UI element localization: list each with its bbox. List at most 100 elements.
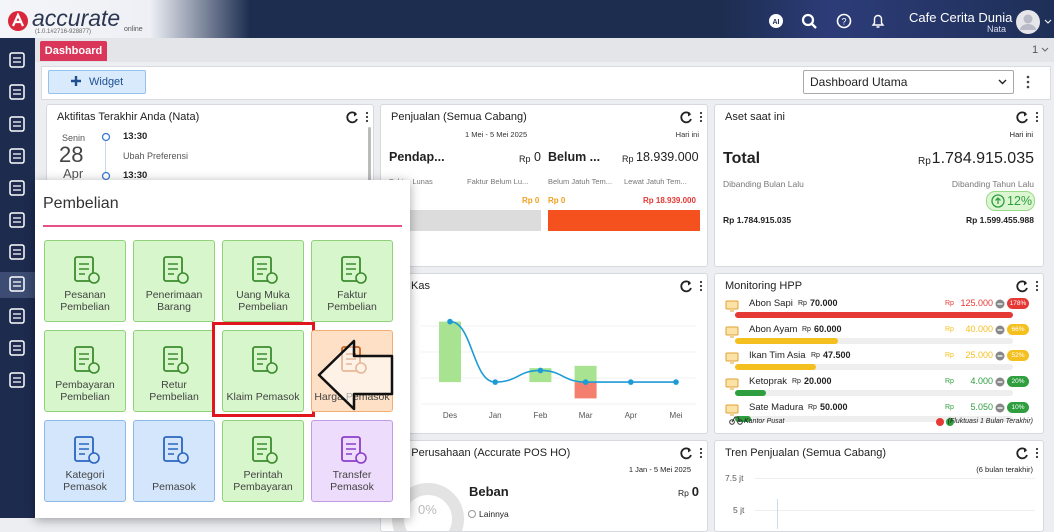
profit-range[interactable]: 1 Jan - 5 Mei 2025	[628, 465, 691, 474]
hpp-bar	[735, 416, 751, 422]
company-name[interactable]: Cafe Cerita Dunia	[909, 10, 1013, 25]
change-value: 12%	[1007, 194, 1033, 208]
menu-divider	[43, 225, 402, 227]
sales-range[interactable]: 1 Mei - 5 Mei 2025	[465, 130, 528, 139]
hpp-cost: 25.000	[965, 350, 993, 360]
hpp-track	[735, 416, 1013, 422]
panel-actions[interactable]	[345, 110, 371, 124]
activity-day: Senin	[62, 133, 86, 143]
panel-actions[interactable]	[1015, 110, 1041, 124]
sidebar-icon[interactable]	[8, 51, 26, 69]
brand: accurate	[32, 5, 121, 31]
x-tick-label: Mar	[579, 411, 593, 420]
hpp-badge: 178%	[1007, 298, 1029, 309]
hpp-name: Sate Madura	[749, 402, 804, 413]
panel-actions[interactable]	[679, 110, 705, 124]
hpp-footer: (Fluktuasi 1 Bulan Terakhir)	[947, 418, 1033, 425]
menu-tile[interactable]: Uang Muka Pembelian	[222, 240, 304, 322]
hpp-cost: 40.000	[965, 324, 993, 334]
y-tick-label: 7.5 jt	[725, 473, 744, 483]
sales-column: Lewat Jatuh Tem...	[624, 177, 687, 186]
hpp-currency: Rp	[945, 300, 954, 307]
hpp-name: Ketoprak	[749, 376, 788, 387]
tile-icon	[252, 256, 278, 284]
sales-bar-amount: Rp 0	[522, 196, 540, 205]
menu-tile[interactable]: Perintah Pembayaran	[222, 420, 304, 502]
sidebar-icon[interactable]	[8, 243, 26, 261]
plus-icon	[71, 76, 81, 86]
sidebar-icon[interactable]	[8, 147, 26, 165]
panel-title: Aset saat ini	[725, 111, 785, 123]
panel-actions[interactable]	[679, 446, 705, 460]
hpp-cost: 4.000	[970, 376, 993, 386]
hpp-currency: Rp	[945, 352, 954, 359]
menu-title: Pembelian	[43, 195, 119, 212]
donut-label: 0%	[418, 502, 437, 517]
menu-tile[interactable]: Klaim Pemasok	[222, 330, 304, 412]
prev-amount: Rp 1.599.455.988	[965, 215, 1034, 225]
sidebar-icon[interactable]	[8, 179, 26, 197]
profit-currency: Rp	[678, 488, 689, 498]
profit-amount: 0	[691, 484, 699, 499]
sales-column: Belum Jatuh Tem...	[548, 177, 613, 186]
sidebar-icon[interactable]	[8, 83, 26, 101]
menu-tile[interactable]: Pembayaran Pembelian	[44, 330, 126, 412]
sales-panel: Penjualan (Semua Cabang) 1 Mei - 5 Mei 2…	[380, 104, 708, 267]
sales-summary-amount: 0	[534, 150, 541, 164]
sidebar-icon[interactable]	[8, 275, 26, 293]
sidebar-icon[interactable]	[8, 115, 26, 133]
trend-line	[777, 499, 778, 529]
active-tab[interactable]: Dashboard	[40, 41, 107, 61]
cash-point	[492, 379, 498, 385]
menu-tile[interactable]: Transfer Pemasok	[311, 420, 393, 502]
activity-month: Apr	[63, 166, 84, 181]
logo-icon	[8, 11, 28, 31]
sidebar-icon[interactable]	[8, 307, 26, 325]
hpp-track	[735, 390, 1013, 396]
assets-period: Hari ini	[1009, 130, 1033, 139]
activity-time: 13:30	[123, 131, 148, 142]
compare-label: Dibanding Bulan Lalu	[723, 179, 804, 189]
cash-point	[628, 379, 634, 385]
compare-label: Dibanding Tahun Lalu	[951, 179, 1034, 189]
menu-tile[interactable]: Pesanan Pembelian	[44, 240, 126, 322]
sales-bar-amount: Rp 0	[548, 196, 566, 205]
panel-title: Aktifitas Terakhir Anda (Nata)	[57, 111, 200, 123]
hpp-cost: 125.000	[960, 298, 993, 308]
pointer-arrow	[317, 339, 394, 411]
hpp-name: Ikan Tim Asia	[749, 350, 806, 361]
dashboard-select[interactable]	[803, 70, 1014, 94]
cash-bar	[574, 365, 597, 383]
widget-button[interactable]	[48, 70, 146, 94]
menu-tile[interactable]: Retur Pembelian	[133, 330, 215, 412]
avatar[interactable]	[1014, 8, 1054, 36]
legend-icons	[936, 418, 954, 426]
panel-actions[interactable]	[679, 279, 705, 293]
panel-title: an Perusahaan (Accurate POS HO)	[396, 447, 571, 459]
cash-chart: Des Jan Feb Mar Apr Mei	[421, 318, 696, 420]
sidebar-icon[interactable]	[8, 211, 26, 229]
menu-tile[interactable]: Kategori Pemasok	[44, 420, 126, 502]
tab-chevron	[1041, 47, 1049, 52]
menu-tile[interactable]: Pemasok	[133, 420, 215, 502]
tab-count[interactable]: 1	[1032, 44, 1039, 56]
cash-point	[447, 318, 453, 325]
tile-label: Perintah Pembayaran	[233, 469, 293, 493]
x-tick-label: Feb	[534, 411, 548, 420]
hpp-badge: 52%	[1007, 350, 1029, 361]
menu-tile[interactable]: Faktur Pembelian	[311, 240, 393, 322]
x-tick-label: Jan	[489, 411, 502, 420]
toolbar-kebab[interactable]	[1024, 74, 1032, 90]
hpp-track	[735, 364, 1013, 370]
trend-note: (6 bulan terakhir)	[976, 465, 1033, 474]
scrollbar	[368, 127, 371, 187]
panel-actions[interactable]	[1015, 446, 1041, 460]
tab-bar	[35, 38, 1054, 62]
menu-tile[interactable]: Penerimaan Barang	[133, 240, 215, 322]
sidebar-icon[interactable]	[8, 339, 26, 357]
panel-actions[interactable]	[1015, 279, 1041, 293]
sidebar-icon[interactable]	[8, 371, 26, 389]
sales-summary-label: Belum ...	[548, 150, 601, 164]
header-icons: AI ?	[769, 13, 885, 29]
